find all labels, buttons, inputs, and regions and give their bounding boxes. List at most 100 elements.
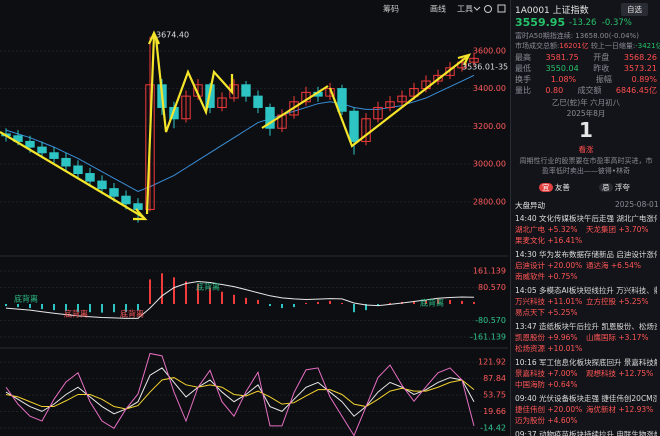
stock-name: 中国海防: [515, 380, 545, 389]
tool-button[interactable]: 工具: [457, 5, 473, 14]
news-date: 2025-08-01: [615, 200, 659, 209]
stock-name: 立方控股: [586, 297, 616, 306]
stock-name: 启迪设计: [515, 261, 545, 270]
candle-body: [85, 173, 95, 182]
series-line: [5, 352, 475, 436]
candle-body: [397, 95, 407, 103]
macd-bar: [41, 304, 43, 310]
lunar-date: 乙巳(蛇)年 六月初八: [551, 98, 621, 107]
value: 13658.00(-0.04%): [575, 32, 639, 40]
tool-button[interactable]: 画线: [430, 4, 446, 14]
toolbar: 筹码 画线 工具: [383, 4, 506, 14]
y-tick-label: 3400.00: [473, 84, 506, 93]
stock: 天龙集团 +3.70%: [586, 224, 657, 235]
macd-bar: [101, 304, 103, 313]
candle-body: [61, 157, 71, 167]
macd-bar: [233, 294, 235, 304]
quote-text: 周期性行业的股票要在市盈率高时买进，市盈率低时卖出——彼得•林奇: [519, 157, 653, 175]
news-headline: 14:05 多模态AI板块短线拉升 万兴科技、鼎捷数智: [515, 285, 657, 296]
macd-bar: [449, 299, 451, 304]
stat-label: 成交额: [577, 86, 602, 95]
stat-value: 0.80: [545, 86, 564, 95]
stock-change: +5.25%: [618, 297, 649, 306]
news-title: 大盘异动: [515, 201, 545, 210]
index-name: 上证指数: [552, 6, 589, 16]
stock-change: +20.00%: [547, 405, 583, 414]
news-time: 14:30: [515, 250, 537, 259]
macd-bar: [173, 277, 175, 304]
annotation: 底背离: [14, 294, 38, 304]
annotation: 底背离: [196, 282, 220, 292]
arrowhead: [133, 208, 148, 221]
stat-value: 3550.04: [545, 64, 579, 73]
candle-body: [445, 67, 455, 76]
stock-change: +5.32%: [547, 225, 578, 234]
y-tick-label: 53.75: [483, 391, 506, 400]
y-tick-label: 19.66: [483, 407, 506, 416]
window-icon[interactable]: [497, 4, 506, 13]
candle-body: [229, 84, 239, 99]
stock: 万兴科技 +11.01%: [515, 296, 586, 307]
add-watchlist[interactable]: 自选: [621, 3, 648, 16]
candle-body: [73, 165, 83, 175]
label: 较上一日缩量:: [590, 42, 636, 50]
annotation: 3536.01-3542.5: [462, 63, 508, 72]
stock-change: +3.17%: [618, 333, 649, 342]
y-tick-label: 161.139: [473, 266, 506, 275]
macd-bar: [293, 304, 295, 308]
stock: 启迪设计 +20.00%: [515, 260, 586, 271]
text: 友善: [554, 183, 570, 192]
badge: 宜: [539, 183, 553, 192]
arrowhead: [457, 53, 472, 66]
candle-body: [409, 88, 419, 97]
y-tick-label: 87.84: [483, 374, 506, 383]
price-change: -13.26 -0.37%: [569, 18, 632, 28]
candle-body: [361, 118, 371, 142]
news-stocks: 景嘉科技 +7.00% 观想科技 +12.75% 中国海防 +0.64%: [515, 368, 657, 390]
macd-bar: [113, 304, 115, 313]
macd-bar: [425, 299, 427, 304]
macd-bar: [461, 300, 463, 304]
macd-bar: [221, 291, 223, 304]
badge: 忌: [599, 183, 613, 192]
stock-change: +20.00%: [547, 261, 583, 270]
stock-name: 湖北广电: [515, 225, 545, 234]
arrow: [145, 34, 156, 215]
candle-body: [49, 152, 59, 159]
candle-body: [385, 101, 395, 108]
news-time: 14:40: [515, 214, 537, 223]
y-tick-label: 80.570: [478, 283, 506, 292]
stock-name: 易点天下: [515, 308, 545, 317]
annotation: 底背离: [120, 309, 144, 319]
settings-icon[interactable]: [484, 5, 492, 13]
stock-change: +12.75%: [618, 369, 654, 378]
news-time: 14:05: [515, 286, 537, 295]
label: 市场成交总额:: [515, 42, 560, 50]
candle-body: [373, 106, 383, 120]
candle-body: [337, 88, 347, 112]
tool-button[interactable]: 筹码: [383, 4, 399, 14]
stats-row: 最高 3581.75 开盘 3568.26: [511, 52, 660, 63]
month: 2025年8月: [566, 109, 606, 118]
stock-name: 通达海: [586, 261, 609, 270]
change: -13.26: [569, 18, 597, 28]
news-item: 10:16 军工信息化板块探底回升 景嘉科技触及涨停景嘉科技 +7.00%观想科…: [511, 356, 660, 392]
news-item: 13:47 造纸板块午后拉升 凯恩股份、松炀资源涨停凯恩股份 +9.96%山鹰国…: [511, 320, 660, 356]
stock-change: +9.96%: [547, 333, 578, 342]
news-text: 光伏设备板块走强 捷佳伟创20CM涨停: [539, 394, 657, 403]
macd-bar: [473, 301, 475, 304]
stock-name: 万兴科技: [515, 297, 545, 306]
stock: 通达海 +6.54%: [586, 260, 657, 271]
macd-bar: [365, 304, 367, 311]
candle-body: [469, 57, 479, 63]
news-item: 14:30 华为发布数据存储新品 启迪设计涨停 启迪设计 +20.00% 通达海 +…: [511, 248, 660, 284]
macd-bar: [149, 279, 151, 304]
macd-bar: [125, 304, 127, 312]
y-tick-label: -14.42: [480, 423, 506, 432]
annotation: 3674.40: [156, 31, 189, 40]
stock: 果麦文化 +16.41%: [515, 235, 586, 246]
series-line: [5, 377, 475, 410]
macd-bar: [437, 298, 439, 304]
macd-bar: [317, 301, 319, 304]
stock: 中国海防 +0.64%: [515, 379, 586, 390]
